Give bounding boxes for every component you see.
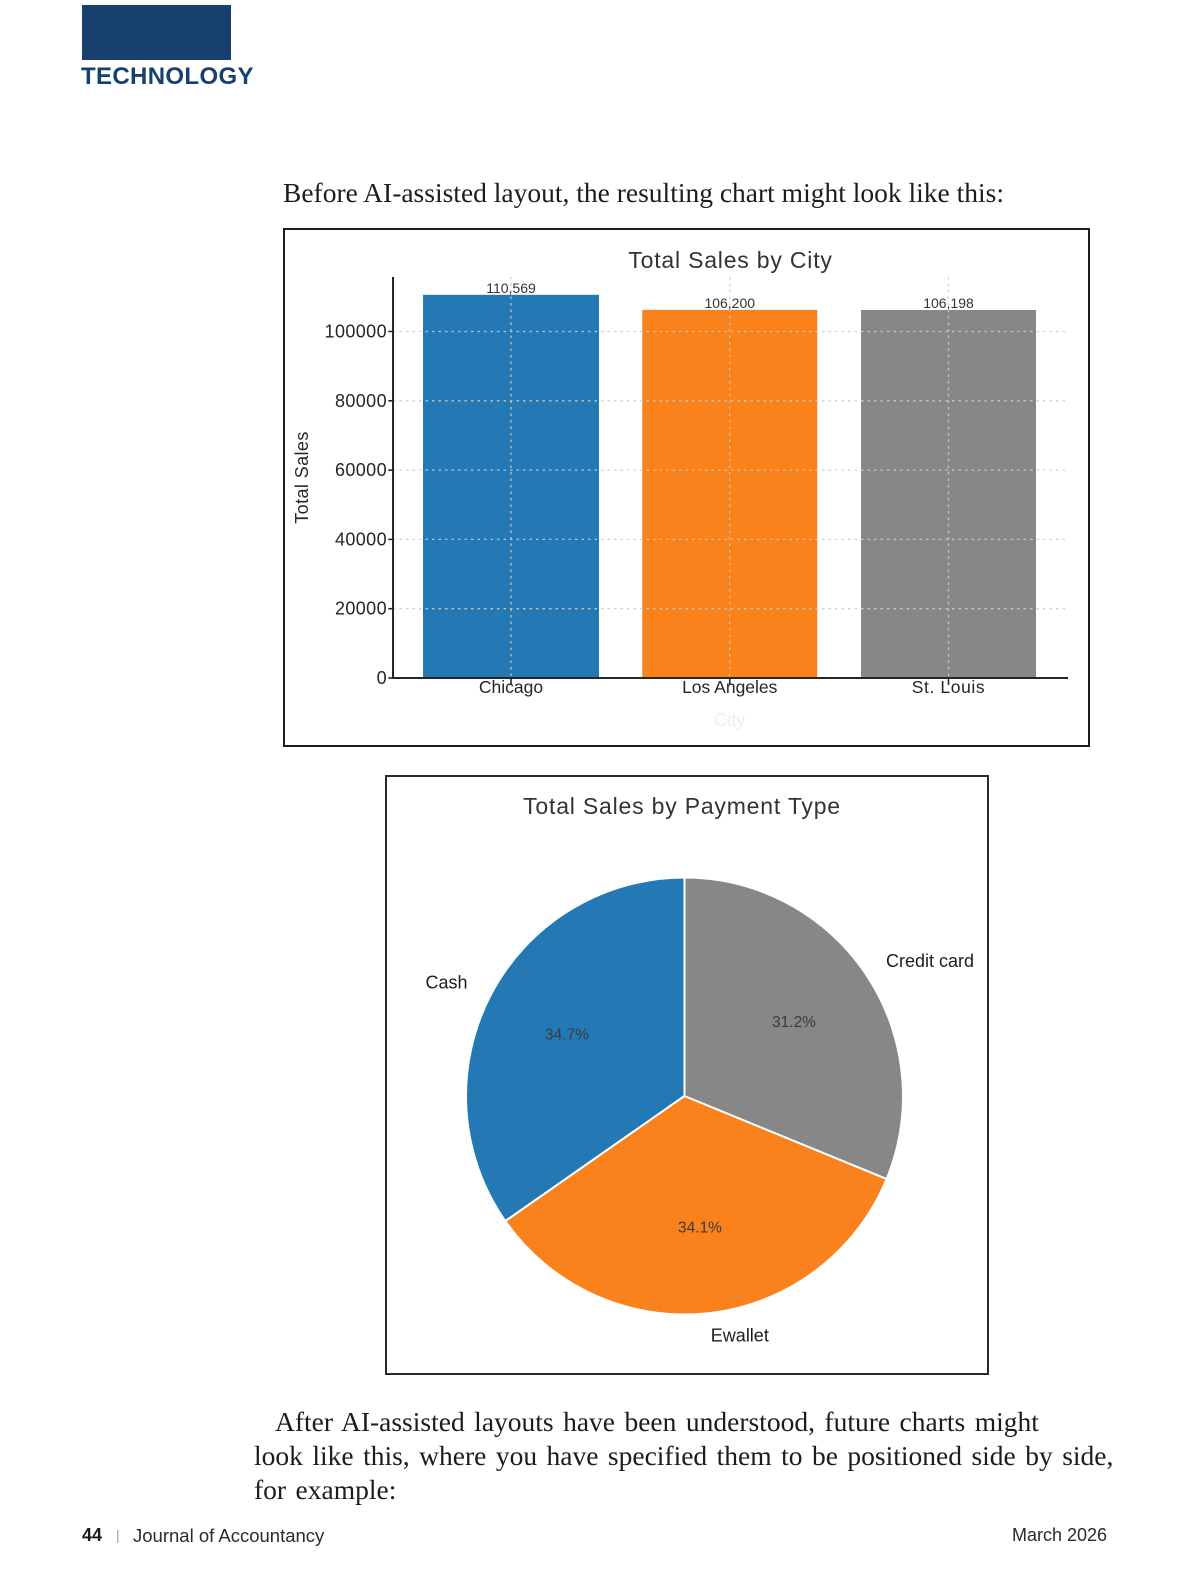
svg-text:Cash: Cash: [425, 973, 467, 993]
svg-text:0: 0: [377, 668, 387, 688]
svg-text:Credit card: Credit card: [886, 951, 974, 971]
svg-text:34.7%: 34.7%: [545, 1027, 589, 1044]
svg-text:60000: 60000: [335, 460, 387, 480]
svg-text:City: City: [714, 710, 745, 730]
svg-text:Chicago: Chicago: [479, 677, 543, 697]
svg-text:34.1%: 34.1%: [678, 1220, 722, 1237]
svg-text:100000: 100000: [325, 322, 387, 342]
svg-text:Total Sales by City: Total Sales by City: [628, 247, 832, 273]
svg-text:Total Sales: Total Sales: [292, 431, 312, 523]
svg-text:31.2%: 31.2%: [772, 1014, 816, 1031]
svg-text:Los Angeles: Los Angeles: [682, 677, 778, 697]
svg-text:Total Sales by Payment Type: Total Sales by Payment Type: [523, 793, 841, 819]
svg-text:40000: 40000: [335, 529, 387, 549]
svg-text:St. Louis: St. Louis: [912, 677, 986, 697]
svg-text:106,200: 106,200: [704, 295, 755, 311]
svg-text:Ewallet: Ewallet: [711, 1326, 769, 1346]
svg-text:106,198: 106,198: [923, 295, 974, 311]
svg-text:80000: 80000: [335, 391, 387, 411]
svg-text:110,569: 110,569: [486, 280, 536, 296]
svg-text:20000: 20000: [335, 599, 387, 619]
